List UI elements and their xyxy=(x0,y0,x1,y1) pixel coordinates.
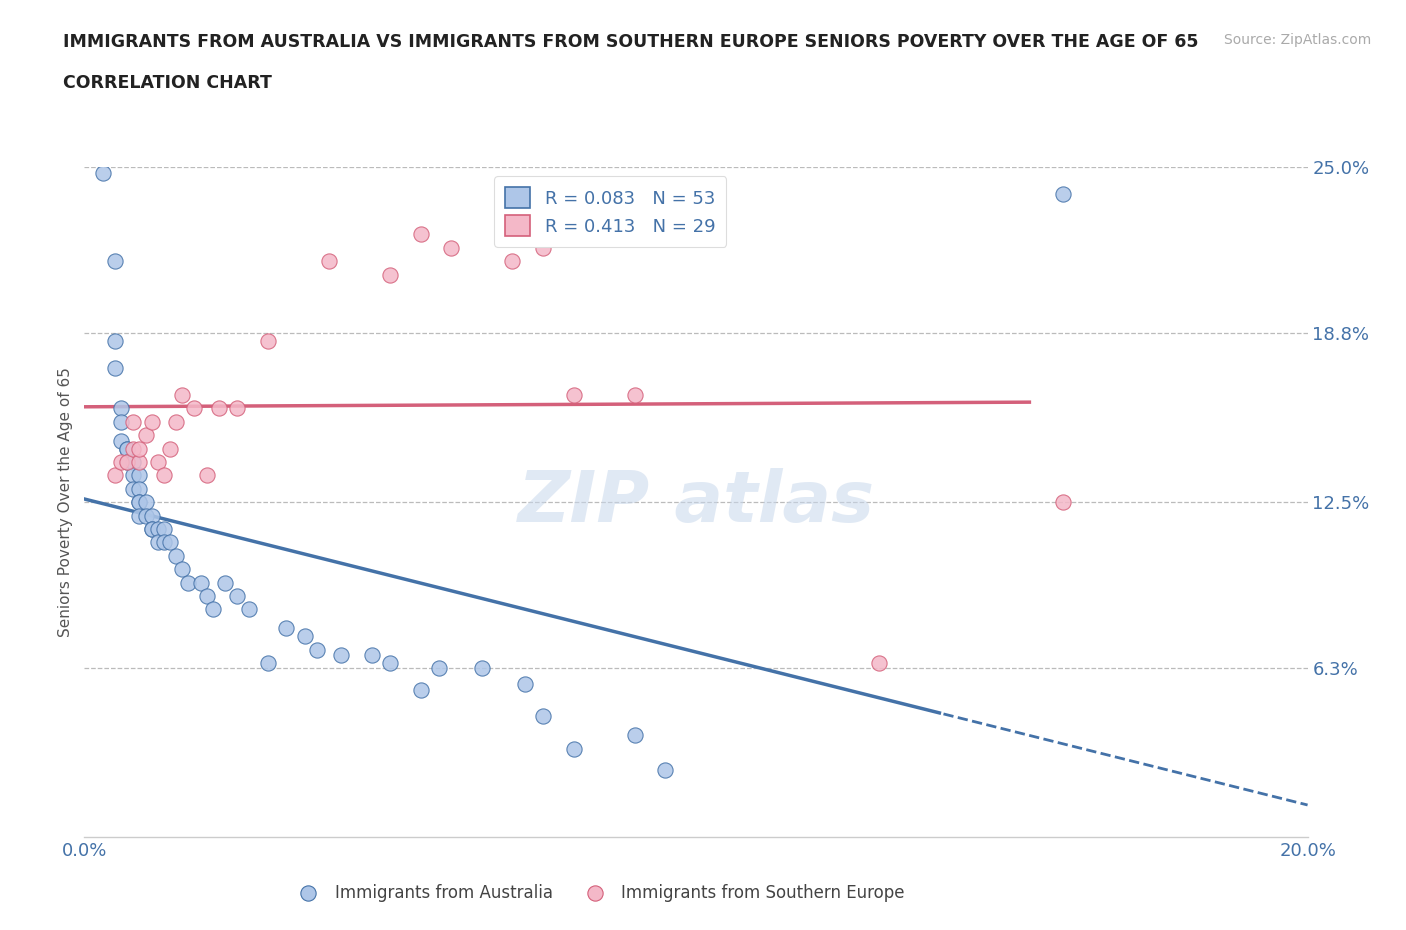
Point xyxy=(195,468,218,483)
Point xyxy=(110,415,132,430)
Point xyxy=(1052,187,1074,202)
Point xyxy=(141,522,163,537)
Point xyxy=(128,468,150,483)
Point xyxy=(128,495,150,510)
Point xyxy=(153,535,176,550)
Point xyxy=(122,468,145,483)
Point xyxy=(122,415,145,430)
Point xyxy=(624,388,647,403)
Point xyxy=(257,334,280,349)
Point xyxy=(141,508,163,523)
Point xyxy=(128,441,150,456)
Point xyxy=(172,388,194,403)
Legend: Immigrants from Australia, Immigrants from Southern Europe: Immigrants from Australia, Immigrants fr… xyxy=(285,878,911,909)
Point xyxy=(201,602,224,617)
Text: ZIP atlas: ZIP atlas xyxy=(517,468,875,537)
Point xyxy=(208,401,231,416)
Point xyxy=(502,254,524,269)
Point xyxy=(128,482,150,497)
Point xyxy=(159,535,181,550)
Point xyxy=(195,589,218,604)
Point xyxy=(214,575,236,590)
Point xyxy=(305,642,328,657)
Point xyxy=(562,741,585,756)
Point xyxy=(471,661,494,676)
Point xyxy=(869,656,891,671)
Point xyxy=(115,441,138,456)
Point xyxy=(360,647,382,662)
Point xyxy=(380,267,402,282)
Point xyxy=(104,468,127,483)
Point xyxy=(165,415,187,430)
Point xyxy=(104,334,127,349)
Point xyxy=(380,656,402,671)
Point xyxy=(440,240,463,255)
Point xyxy=(427,661,450,676)
Point xyxy=(257,656,280,671)
Point xyxy=(128,495,150,510)
Point xyxy=(513,677,536,692)
Point xyxy=(122,441,145,456)
Point xyxy=(110,433,132,448)
Point xyxy=(110,401,132,416)
Point xyxy=(146,535,169,550)
Point xyxy=(104,254,127,269)
Y-axis label: Seniors Poverty Over the Age of 65: Seniors Poverty Over the Age of 65 xyxy=(58,367,73,637)
Point xyxy=(146,522,169,537)
Point xyxy=(122,482,145,497)
Point xyxy=(276,620,298,635)
Point xyxy=(128,508,150,523)
Point xyxy=(330,647,353,662)
Point xyxy=(115,455,138,470)
Point xyxy=(104,361,127,376)
Point xyxy=(128,455,150,470)
Point xyxy=(165,549,187,564)
Point xyxy=(183,401,205,416)
Point xyxy=(409,683,432,698)
Point xyxy=(141,415,163,430)
Point xyxy=(146,455,169,470)
Point xyxy=(110,455,132,470)
Point xyxy=(562,388,585,403)
Point xyxy=(141,522,163,537)
Point xyxy=(318,254,340,269)
Point xyxy=(226,401,249,416)
Point xyxy=(172,562,194,577)
Point xyxy=(135,508,157,523)
Point xyxy=(122,455,145,470)
Point xyxy=(153,468,176,483)
Point xyxy=(226,589,249,604)
Point xyxy=(135,495,157,510)
Point xyxy=(91,166,114,180)
Point xyxy=(409,227,432,242)
Point xyxy=(624,728,647,743)
Text: IMMIGRANTS FROM AUSTRALIA VS IMMIGRANTS FROM SOUTHERN EUROPE SENIORS POVERTY OVE: IMMIGRANTS FROM AUSTRALIA VS IMMIGRANTS … xyxy=(63,33,1199,50)
Point xyxy=(531,709,554,724)
Point xyxy=(115,455,138,470)
Point xyxy=(654,763,676,777)
Point xyxy=(135,428,157,443)
Point xyxy=(177,575,200,590)
Point xyxy=(531,240,554,255)
Point xyxy=(153,522,176,537)
Point xyxy=(1052,495,1074,510)
Point xyxy=(159,441,181,456)
Point xyxy=(115,441,138,456)
Point xyxy=(190,575,212,590)
Text: Source: ZipAtlas.com: Source: ZipAtlas.com xyxy=(1223,33,1371,46)
Text: CORRELATION CHART: CORRELATION CHART xyxy=(63,74,273,92)
Point xyxy=(238,602,260,617)
Point xyxy=(294,629,316,644)
